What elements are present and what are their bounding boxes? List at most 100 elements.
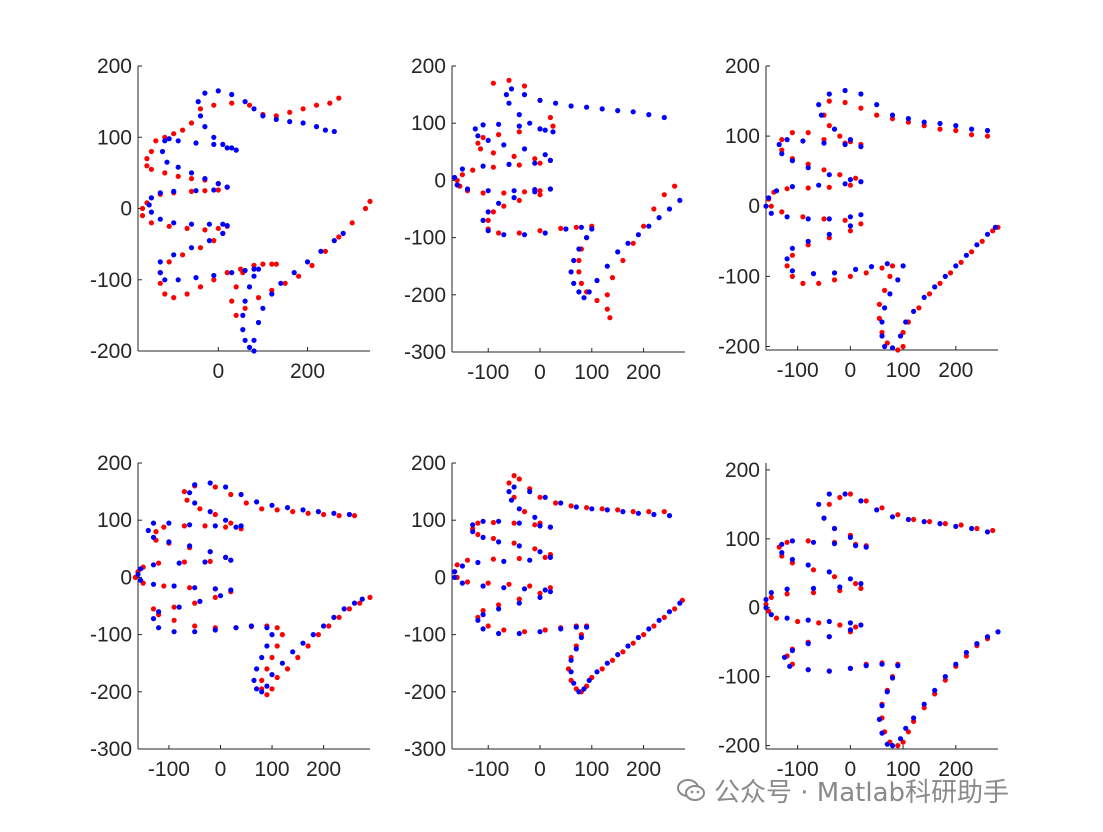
data-point bbox=[884, 261, 890, 267]
data-point bbox=[496, 630, 502, 637]
data-point bbox=[211, 102, 217, 108]
data-point bbox=[229, 298, 235, 304]
data-point bbox=[452, 174, 458, 181]
y-tick-label: -100 bbox=[404, 624, 446, 647]
data-point bbox=[470, 522, 476, 528]
data-point bbox=[506, 480, 512, 486]
data-point bbox=[547, 589, 554, 595]
data-point bbox=[336, 95, 342, 101]
data-point bbox=[224, 270, 230, 276]
data-point bbox=[157, 190, 163, 196]
data-point bbox=[615, 108, 621, 114]
data-point bbox=[789, 273, 796, 279]
y-tick-label: 200 bbox=[725, 55, 760, 78]
data-point bbox=[604, 306, 610, 312]
data-point bbox=[193, 275, 199, 281]
y-tick-label: 200 bbox=[725, 459, 760, 482]
data-point bbox=[847, 534, 854, 541]
series-2 bbox=[452, 86, 683, 301]
data-point bbox=[506, 581, 512, 587]
data-point bbox=[547, 186, 554, 192]
data-point bbox=[858, 221, 864, 227]
data-point bbox=[166, 520, 172, 526]
data-point bbox=[207, 509, 213, 515]
data-point bbox=[889, 675, 896, 681]
x-tick-label: -100 bbox=[148, 758, 190, 781]
data-point bbox=[331, 128, 337, 135]
data-point bbox=[842, 217, 848, 223]
data-point bbox=[496, 539, 502, 545]
data-point bbox=[768, 594, 774, 601]
data-point bbox=[228, 491, 234, 498]
data-point bbox=[516, 112, 522, 118]
data-point bbox=[211, 238, 217, 244]
data-point bbox=[578, 224, 585, 230]
data-point bbox=[459, 172, 465, 178]
watermark: 公众号 · Matlab科研助手 bbox=[676, 770, 1009, 810]
data-point bbox=[202, 90, 208, 96]
y-tick-label: -300 bbox=[404, 341, 446, 364]
data-point bbox=[586, 677, 592, 684]
data-point bbox=[661, 114, 667, 121]
data-point bbox=[171, 295, 177, 301]
data-point bbox=[789, 184, 796, 190]
data-point bbox=[202, 559, 208, 565]
data-point bbox=[532, 189, 538, 195]
data-point bbox=[470, 529, 476, 535]
data-point bbox=[255, 295, 262, 301]
data-point bbox=[511, 520, 517, 526]
data-point bbox=[584, 104, 590, 110]
data-point bbox=[156, 609, 162, 615]
subplot-1: -200 -100 0 100 200 0 200 bbox=[90, 55, 373, 383]
data-point bbox=[246, 344, 253, 350]
data-point bbox=[779, 550, 785, 556]
data-point bbox=[246, 102, 253, 108]
data-point bbox=[805, 238, 811, 244]
data-point bbox=[542, 587, 548, 593]
data-point bbox=[327, 100, 333, 106]
data-point bbox=[651, 206, 657, 212]
data-point bbox=[157, 270, 163, 276]
data-point bbox=[779, 151, 785, 157]
data-point bbox=[162, 277, 168, 283]
data-point bbox=[584, 235, 590, 241]
data-point bbox=[485, 228, 491, 234]
data-point bbox=[842, 181, 848, 187]
data-point bbox=[641, 223, 647, 229]
data-point bbox=[192, 500, 198, 506]
data-point bbox=[150, 520, 157, 526]
data-point bbox=[805, 130, 811, 136]
data-point bbox=[139, 205, 146, 212]
data-point bbox=[826, 91, 832, 97]
data-point bbox=[763, 605, 769, 611]
data-point bbox=[537, 523, 543, 529]
data-point bbox=[470, 167, 476, 173]
data-point bbox=[150, 562, 157, 568]
x-tick-label: 200 bbox=[938, 758, 973, 781]
data-point bbox=[153, 138, 159, 144]
data-point bbox=[229, 145, 235, 151]
data-point bbox=[475, 531, 481, 538]
data-point bbox=[269, 654, 275, 661]
data-point bbox=[895, 743, 901, 749]
data-point bbox=[251, 262, 257, 269]
data-point bbox=[475, 559, 481, 566]
data-point bbox=[831, 126, 838, 132]
data-point bbox=[887, 273, 893, 279]
data-point bbox=[900, 343, 906, 350]
data-point bbox=[874, 112, 880, 118]
series-1 bbox=[139, 95, 373, 318]
data-point bbox=[521, 509, 528, 515]
data-point bbox=[459, 166, 465, 172]
y-tick-label: -100 bbox=[718, 666, 760, 689]
data-point bbox=[223, 524, 229, 530]
data-point bbox=[171, 583, 177, 589]
data-point bbox=[958, 259, 964, 265]
data-point bbox=[630, 640, 636, 646]
data-point bbox=[242, 298, 248, 304]
data-point bbox=[779, 541, 785, 547]
data-point bbox=[215, 181, 221, 187]
data-point bbox=[212, 586, 218, 592]
data-point bbox=[532, 514, 538, 520]
data-point bbox=[776, 141, 782, 148]
